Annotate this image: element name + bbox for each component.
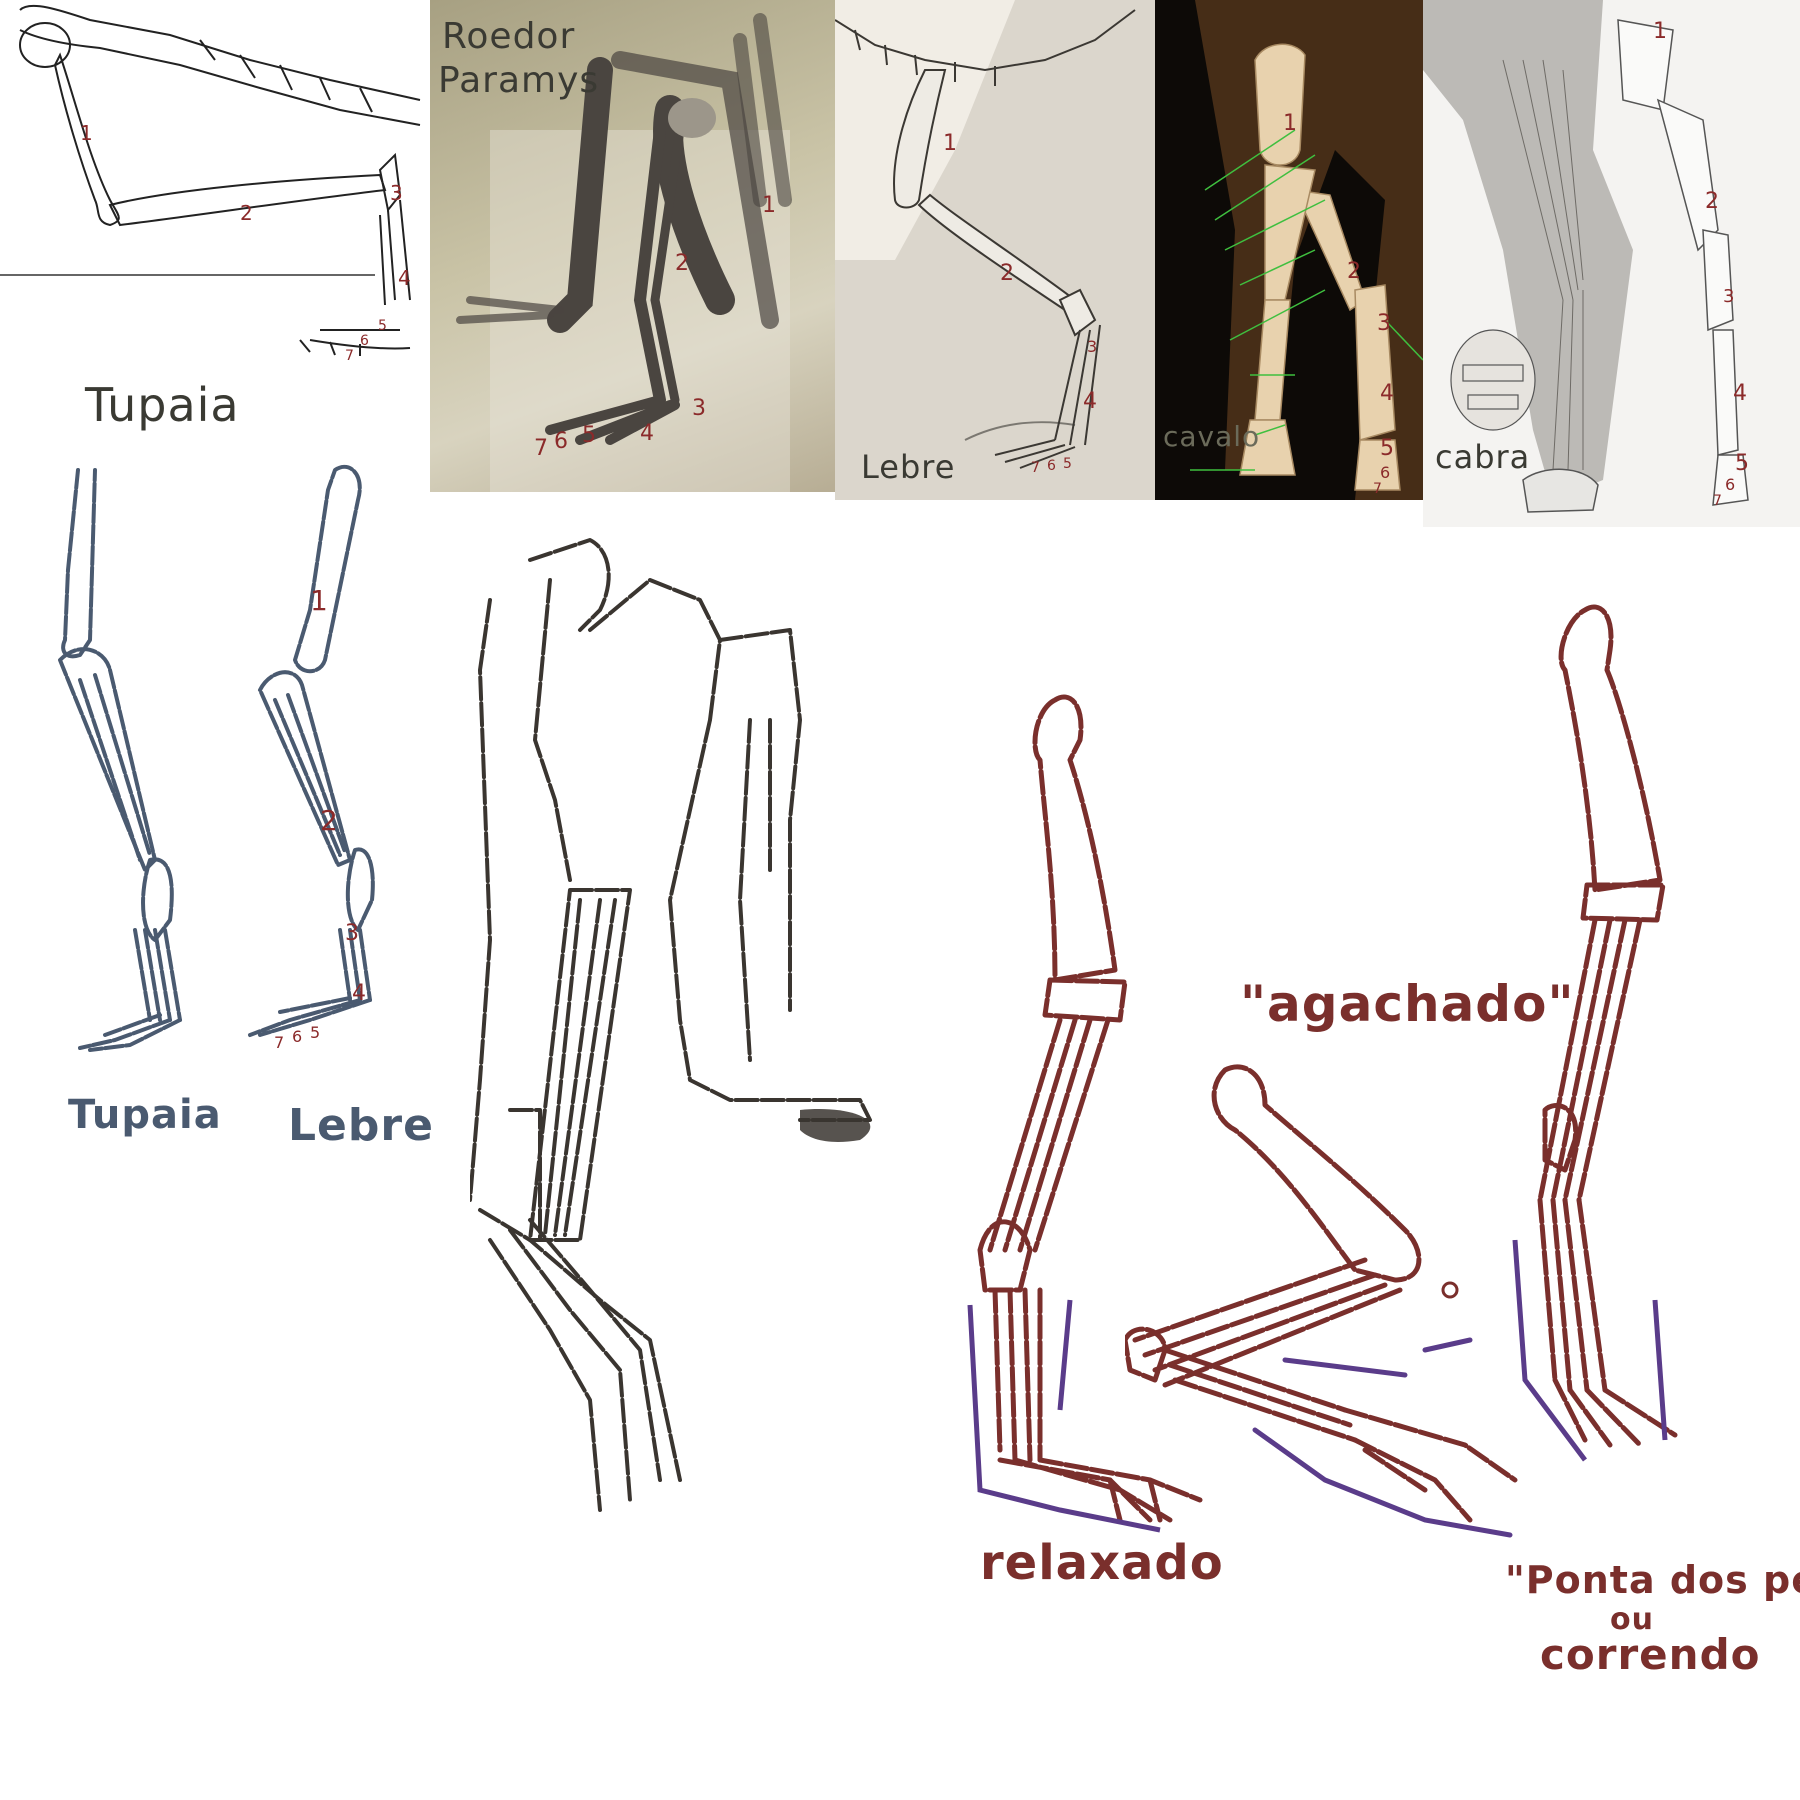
lebre-leg-num-7: 7 — [274, 1033, 284, 1052]
lebre-skel-num-6: 6 — [1047, 458, 1056, 474]
cabra-caption: cabra — [1435, 438, 1531, 476]
cabra-anatomy-illustration: 1 2 3 4 5 6 7 — [1423, 0, 1749, 513]
lebre-skeleton-engraving: 1 2 3 4 5 6 7 Lebre — [835, 0, 1155, 500]
relaxado-leg-sketch — [967, 694, 1203, 1533]
lebre-skel-num-3: 3 — [1087, 337, 1097, 356]
lebre-leg-num-2: 2 — [320, 804, 338, 837]
cabra-num-4: 4 — [1733, 381, 1747, 406]
running-leg-sketch — [1512, 604, 1678, 1462]
running-caption-line2: ou — [1610, 1602, 1654, 1637]
cabra-num-1: 1 — [1653, 19, 1667, 44]
lebre-leg-sketch: 1 2 3 4 5 6 7 — [248, 464, 375, 1052]
cavalo-num-6: 6 — [1380, 463, 1390, 482]
lebre-skel-num-4: 4 — [1083, 389, 1097, 414]
cavalo-num-5: 5 — [1380, 436, 1394, 461]
tupaia-skel-num-2: 2 — [240, 201, 253, 225]
relaxado-caption: relaxado — [980, 1535, 1224, 1591]
tupaia-skeleton-caption: Tupaia — [85, 378, 240, 432]
cabra-num-7: 7 — [1713, 493, 1722, 509]
lebre-skeleton-illustration: 1 2 3 4 5 6 7 — [835, 0, 1155, 500]
paramys-num-6: 6 — [554, 429, 568, 454]
paramys-fossil-illustration: 1 2 3 4 5 6 7 — [456, 13, 792, 492]
paramys-num-1: 1 — [762, 193, 776, 218]
cabra-num-6: 6 — [1725, 475, 1735, 494]
tupaia-skeleton-drawing: 1 2 3 4 5 6 7 — [0, 0, 430, 380]
paramys-num-5: 5 — [582, 423, 596, 448]
paramys-num-4: 4 — [640, 421, 654, 446]
running-caption-line3: correndo — [1540, 1630, 1761, 1679]
cavalo-num-3: 3 — [1377, 311, 1391, 336]
lebre-skel-num-2: 2 — [1000, 261, 1014, 286]
cavalo-num-1: 1 — [1283, 111, 1297, 136]
pencil-leg-sketch — [470, 538, 872, 1512]
lebre-leg-num-6: 6 — [292, 1027, 302, 1046]
paramys-caption-line1: Roedor — [442, 16, 576, 57]
tupaia-skel-num-1: 1 — [80, 121, 93, 145]
cabra-num-3: 3 — [1723, 286, 1734, 307]
cavalo-caption: cavalo — [1163, 420, 1261, 453]
paramys-num-3: 3 — [692, 396, 706, 421]
cabra-anatomy-plate: 1 2 3 4 5 6 7 cabra — [1423, 0, 1800, 527]
lebre-leg-num-1: 1 — [310, 584, 328, 617]
tupaia-skeleton-illustration: 1 2 3 4 5 6 7 — [0, 4, 421, 364]
lebre-skel-num-7: 7 — [1031, 460, 1040, 476]
cavalo-skeleton-illustration: 1 2 3 4 5 6 7 — [1190, 0, 1423, 500]
cavalo-num-2: 2 — [1347, 259, 1361, 284]
paramys-fossil-photo: 1 2 3 4 5 6 7 Roedor Paramys — [430, 0, 835, 492]
lebre-skel-num-1: 1 — [943, 131, 957, 156]
paramys-num-2: 2 — [675, 251, 689, 276]
agachado-caption: "agachado" — [1240, 975, 1575, 1033]
lebre-leg-num-5: 5 — [310, 1023, 320, 1042]
lebre-leg-num-3: 3 — [345, 921, 359, 946]
cavalo-skeleton-photo: 1 2 3 4 5 6 7 cavalo — [1155, 0, 1423, 500]
tupaia-skel-num-7: 7 — [345, 348, 354, 364]
running-caption-line1: "Ponta dos pés" — [1505, 1558, 1800, 1602]
paramys-num-7: 7 — [534, 436, 548, 461]
cavalo-num-4: 4 — [1380, 381, 1394, 406]
lebre-skeleton-caption: Lebre — [861, 448, 956, 486]
cabra-num-2: 2 — [1705, 189, 1719, 214]
cavalo-num-7: 7 — [1373, 481, 1382, 497]
tupaia-skel-num-5: 5 — [378, 318, 387, 334]
cabra-num-5: 5 — [1735, 451, 1749, 476]
paramys-caption-line2: Paramys — [438, 60, 600, 101]
tupaia-leg-sketch — [58, 468, 182, 1052]
agachado-leg-sketch — [1125, 1064, 1518, 1538]
tupaia-skel-num-6: 6 — [360, 333, 369, 349]
tupaia-skel-num-3: 3 — [390, 181, 403, 205]
tupaia-leg-caption: Tupaia — [68, 1092, 222, 1138]
lebre-leg-num-4: 4 — [352, 981, 366, 1006]
tupaia-skel-num-4: 4 — [398, 266, 411, 290]
lebre-leg-caption: Lebre — [288, 1100, 434, 1151]
lebre-skel-num-5: 5 — [1063, 456, 1072, 472]
